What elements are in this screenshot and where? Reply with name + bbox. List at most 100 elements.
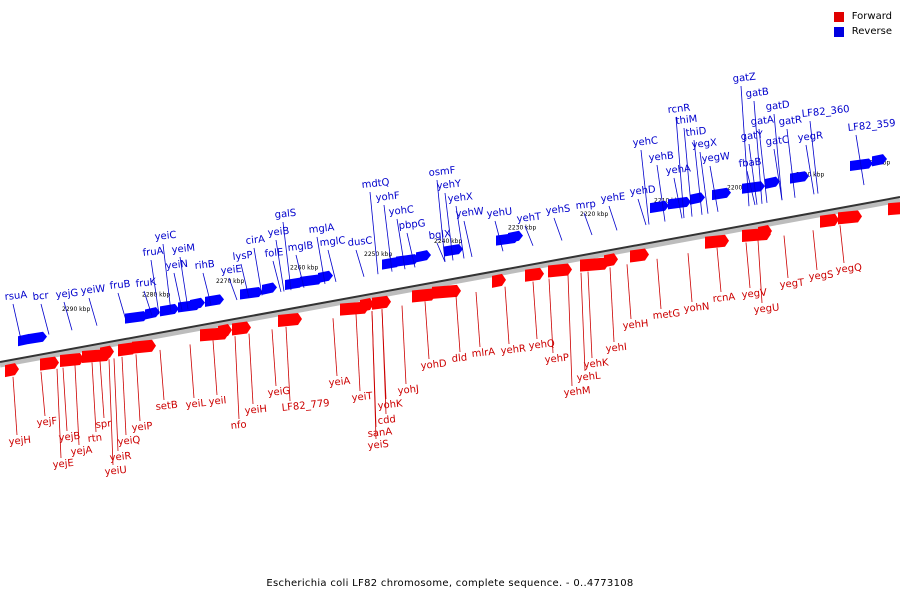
scale-tick-2200-kbp: 2200 kbp: [727, 184, 755, 191]
gene-label-dusc: dusC: [347, 235, 373, 249]
leader-line: [626, 264, 632, 320]
gene-label-yejh: yejH: [8, 435, 31, 448]
gene-label-yeic: yeiC: [154, 230, 177, 243]
leader-line: [656, 258, 662, 310]
leader-line: [143, 290, 153, 316]
leader-line: [675, 116, 685, 219]
reverse-gene-arrow: [444, 244, 463, 257]
leader-line: [406, 232, 416, 268]
gene-label-yehh: yehH: [622, 318, 649, 332]
leader-line: [212, 340, 218, 396]
leader-line: [587, 271, 593, 359]
reverse-gene-arrow: [396, 254, 419, 267]
leader-line: [355, 313, 361, 392]
leader-line: [234, 336, 240, 420]
gene-label-frua: fruA: [142, 246, 164, 259]
leader-line: [275, 239, 285, 292]
gene-label-fbab: fbaB: [738, 157, 762, 170]
forward-gene-arrow: [838, 210, 862, 225]
gene-label-yehm: yehM: [563, 385, 591, 399]
gene-label-yehd: yehD: [629, 184, 656, 198]
scale-tick-2240-kbp: 2240 kbp: [434, 238, 462, 245]
reverse-gene-arrow: [690, 192, 705, 205]
reverse-gene-arrow: [765, 176, 780, 189]
gene-label-yehi: yehI: [605, 342, 627, 355]
leader-line: [62, 367, 68, 432]
forward-gene-arrow: [888, 202, 900, 216]
leader-line: [117, 292, 127, 321]
gene-label-rsua: rsuA: [4, 290, 28, 303]
leader-line: [381, 309, 387, 400]
leader-line: [608, 205, 618, 231]
gene-label-yeih: yeiH: [244, 404, 267, 417]
forward-gene-arrow: [705, 234, 729, 249]
gene-label-mrp: mrp: [575, 199, 596, 212]
gene-label-yeiw: yeiW: [80, 283, 106, 297]
gene-label-yegv: yegV: [741, 287, 767, 301]
forward-gene-arrow: [60, 353, 84, 368]
leader-line: [740, 85, 750, 207]
leader-line: [332, 318, 338, 377]
leader-line: [383, 204, 393, 272]
gene-label-fruk: fruK: [135, 277, 157, 290]
gene-label-yegs: yegS: [808, 269, 834, 283]
forward-gene-arrow: [630, 248, 649, 263]
leader-line: [504, 286, 510, 345]
leader-line: [56, 368, 62, 459]
leader-line: [786, 128, 796, 198]
leader-line: [396, 218, 406, 270]
chromosome-backbone: [0, 196, 900, 363]
forward-gene-arrow: [758, 225, 772, 240]
leader-line: [240, 263, 250, 298]
leader-line: [524, 225, 534, 246]
leader-line: [746, 170, 756, 206]
forward-gene-arrow: [100, 345, 114, 360]
leader-line: [699, 151, 709, 214]
gene-label-rtn: rtn: [87, 433, 102, 445]
gene-label-yeie: yeiE: [220, 264, 242, 277]
gene-label-yejg: yejG: [55, 288, 79, 301]
legend-item-reverse: Reverse: [833, 24, 892, 39]
leader-line: [424, 301, 430, 360]
forward-gene-arrow: [492, 273, 506, 288]
gene-label-yehy: yehY: [436, 178, 462, 192]
gene-label-yehb: yehB: [648, 150, 674, 164]
gene-label-yeht: yehT: [516, 211, 542, 225]
leader-line: [285, 326, 291, 402]
gene-label-gatz: gatZ: [732, 72, 756, 85]
leader-line: [855, 134, 865, 186]
leader-line: [228, 277, 238, 301]
gene-label-yeia: yeiA: [328, 376, 351, 389]
leader-line: [809, 120, 819, 194]
reverse-swatch: [833, 26, 844, 37]
gene-label-yeis: yeiS: [367, 439, 389, 452]
leader-line: [783, 235, 789, 279]
gene-label-bglx: bglX: [428, 229, 452, 242]
reverse-gene-arrow: [190, 297, 205, 310]
leader-line: [673, 177, 683, 219]
forward-gene-arrow: [372, 295, 391, 310]
reverse-gene-arrow: [416, 250, 431, 263]
leader-line: [135, 354, 141, 422]
leader-line: [773, 148, 783, 201]
gene-label-yehw: yehW: [455, 206, 484, 220]
leader-line: [159, 349, 165, 401]
gene-label-yejb: yejB: [58, 431, 81, 444]
leader-line: [455, 205, 465, 259]
forward-gene-arrow: [278, 313, 302, 328]
leader-line: [463, 220, 473, 258]
gene-label-yegw: yegW: [701, 151, 730, 165]
gene-label-gatd: gatD: [765, 99, 790, 112]
forward-gene-arrow: [40, 356, 59, 371]
gene-label-gaty: gatY: [740, 130, 764, 143]
leader-line: [609, 267, 615, 343]
forward-gene-arrow: [580, 257, 609, 272]
leader-line: [282, 221, 292, 291]
gene-label-rihb: rihB: [194, 259, 215, 272]
gene-label-yegt: yegT: [779, 277, 805, 291]
gene-label-yehc: yehC: [632, 135, 658, 149]
leader-line: [683, 127, 693, 217]
reverse-gene-arrow: [850, 158, 873, 172]
reverse-gene-arrow: [205, 294, 224, 307]
gene-label-rcnr: rcnR: [667, 103, 691, 116]
